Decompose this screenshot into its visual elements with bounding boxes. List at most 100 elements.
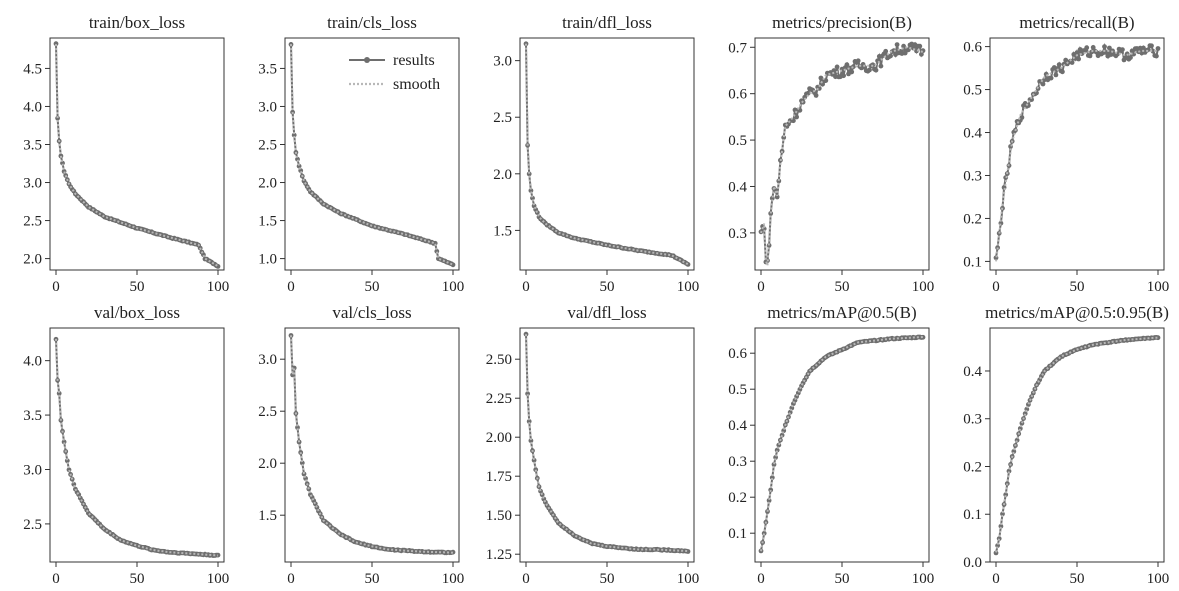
y-tick-label: 2.5: [493, 110, 512, 126]
data-point-results: [993, 550, 999, 556]
x-tick-label: 100: [442, 279, 465, 295]
x-tick-label: 100: [442, 571, 465, 587]
data-point-results: [526, 171, 532, 177]
x-tick-label: 50: [835, 571, 850, 587]
axes-frame: [519, 327, 695, 563]
y-tick-label: 0.6: [728, 346, 747, 362]
y-tick-label: 3.0: [23, 176, 42, 192]
series-line-smooth: [760, 46, 924, 266]
series-line-smooth: [290, 44, 454, 266]
y-tick-label: 0.3: [728, 226, 747, 242]
data-point-results: [774, 194, 780, 200]
y-tick-label: 3.5: [258, 61, 277, 77]
data-point-results: [64, 458, 70, 464]
axes-frame: [989, 37, 1165, 271]
chart-train-cls-loss: train/cls_loss 0 50 100 1.0 1.5 2.0 2.5 3.0 3.5 re…: [258, 13, 464, 295]
y-tick-label: 1.5: [258, 508, 277, 524]
data-point-results: [888, 53, 893, 59]
chart-val-box-loss: val/box_loss 0 50 100 2.5 3.0 3.5 4.0: [23, 303, 229, 587]
y-tick-label: 1.0: [258, 252, 277, 268]
x-tick-label: 50: [600, 571, 615, 587]
data-point-results: [1154, 53, 1159, 59]
series-line-results: [55, 43, 219, 268]
y-tick-label: 0.1: [963, 507, 982, 523]
data-point-results: [1056, 62, 1062, 67]
data-point-results: [56, 391, 62, 396]
data-point-results: [1069, 60, 1075, 65]
y-tick-label: 2.50: [486, 352, 512, 368]
data-point-results: [901, 43, 906, 49]
data-point-results: [891, 48, 897, 54]
y-tick-label: 0.4: [963, 364, 982, 380]
data-point-results: [844, 62, 850, 68]
chart-metrics-map-0-5-b-: metrics/mAP@0.5(B) 0 50 100 0.1 0.2 0.3 0.4 0.5 0…: [728, 303, 934, 587]
data-point-results: [883, 48, 889, 54]
y-tick-label: 0.3: [963, 168, 982, 184]
y-tick-label: 1.25: [486, 547, 512, 563]
chart-metrics-recall-b-: metrics/recall(B) 0 50 100 0.1 0.2 0.3 0.4 0.5 0.…: [963, 13, 1169, 295]
chart-val-cls-loss: val/cls_loss 0 50 100 1.5 2.0 2.5 3.0: [258, 303, 464, 587]
x-tick-label: 100: [677, 279, 700, 295]
data-point-results: [295, 425, 300, 430]
y-tick-label: 2.5: [23, 214, 42, 230]
data-point-results: [1120, 47, 1125, 52]
data-point-results: [525, 391, 530, 397]
y-tick-label: 2.25: [486, 391, 512, 407]
y-tick-label: 1.50: [486, 508, 512, 524]
data-point-results: [1060, 69, 1065, 75]
data-point-results: [55, 115, 60, 121]
x-tick-label: 50: [1070, 279, 1085, 295]
y-tick-label: 0.7: [728, 40, 747, 56]
series-line-results: [995, 336, 1159, 554]
y-tick-label: 2.5: [258, 137, 277, 153]
x-tick-label: 0: [287, 279, 295, 295]
series-line-results: [995, 42, 1159, 258]
y-tick-label: 3.0: [258, 352, 277, 368]
y-tick-label: 3.0: [23, 462, 42, 478]
series-line-results: [290, 335, 454, 554]
chart-train-box-loss: train/box_loss 0 50 100 2.0 2.5 3.0 3.5 4.0 4.5: [23, 13, 229, 295]
data-point-results: [1003, 492, 1009, 498]
y-tick-label: 4.5: [23, 61, 42, 77]
data-point-results: [823, 78, 829, 83]
chart-title: train/cls_loss: [327, 13, 417, 32]
y-tick-label: 0.2: [963, 459, 982, 475]
data-point-results: [1019, 115, 1025, 120]
x-tick-label: 0: [522, 279, 530, 295]
legend-marker-results: [364, 57, 370, 63]
data-point-results: [301, 471, 307, 477]
data-point-results: [841, 73, 846, 79]
data-point-results: [1084, 45, 1090, 51]
y-tick-label: 1.75: [486, 469, 512, 485]
data-point-results: [805, 90, 811, 96]
y-tick-label: 2.0: [258, 176, 277, 192]
data-point-results: [526, 419, 532, 424]
series-line-smooth: [525, 334, 689, 553]
y-tick-label: 0.5: [963, 83, 982, 99]
data-point-results: [919, 51, 924, 57]
chart-title: train/dfl_loss: [562, 13, 652, 32]
x-tick-label: 0: [52, 279, 60, 295]
x-tick-label: 100: [912, 279, 935, 295]
y-tick-label: 2.00: [486, 430, 512, 446]
x-tick-label: 100: [677, 571, 700, 587]
chart-title: train/box_loss: [89, 13, 185, 32]
data-point-results: [1128, 55, 1133, 60]
data-point-results: [1087, 53, 1093, 59]
data-point-results: [873, 67, 879, 73]
series-line-results: [760, 336, 924, 552]
y-tick-label: 2.0: [23, 252, 42, 268]
chart-train-dfl-loss: train/dfl_loss 0 50 100 1.5 2.0 2.5 3.0: [493, 13, 699, 295]
x-tick-label: 0: [287, 571, 295, 587]
data-point-results: [834, 64, 840, 70]
series-line-smooth: [525, 43, 689, 266]
chart-metrics-map-0-5-0-95-b-: metrics/mAP@0.5:0.95(B) 0 50 100 0.0 0.1 0.2 0.…: [963, 303, 1169, 587]
x-tick-label: 0: [992, 571, 1000, 587]
x-tick-label: 0: [52, 571, 60, 587]
y-tick-label: 0.3: [963, 412, 982, 428]
y-tick-label: 1.5: [258, 214, 277, 230]
axes-frame: [519, 37, 695, 271]
y-tick-label: 0.4: [963, 126, 982, 142]
data-point-results: [855, 58, 861, 64]
